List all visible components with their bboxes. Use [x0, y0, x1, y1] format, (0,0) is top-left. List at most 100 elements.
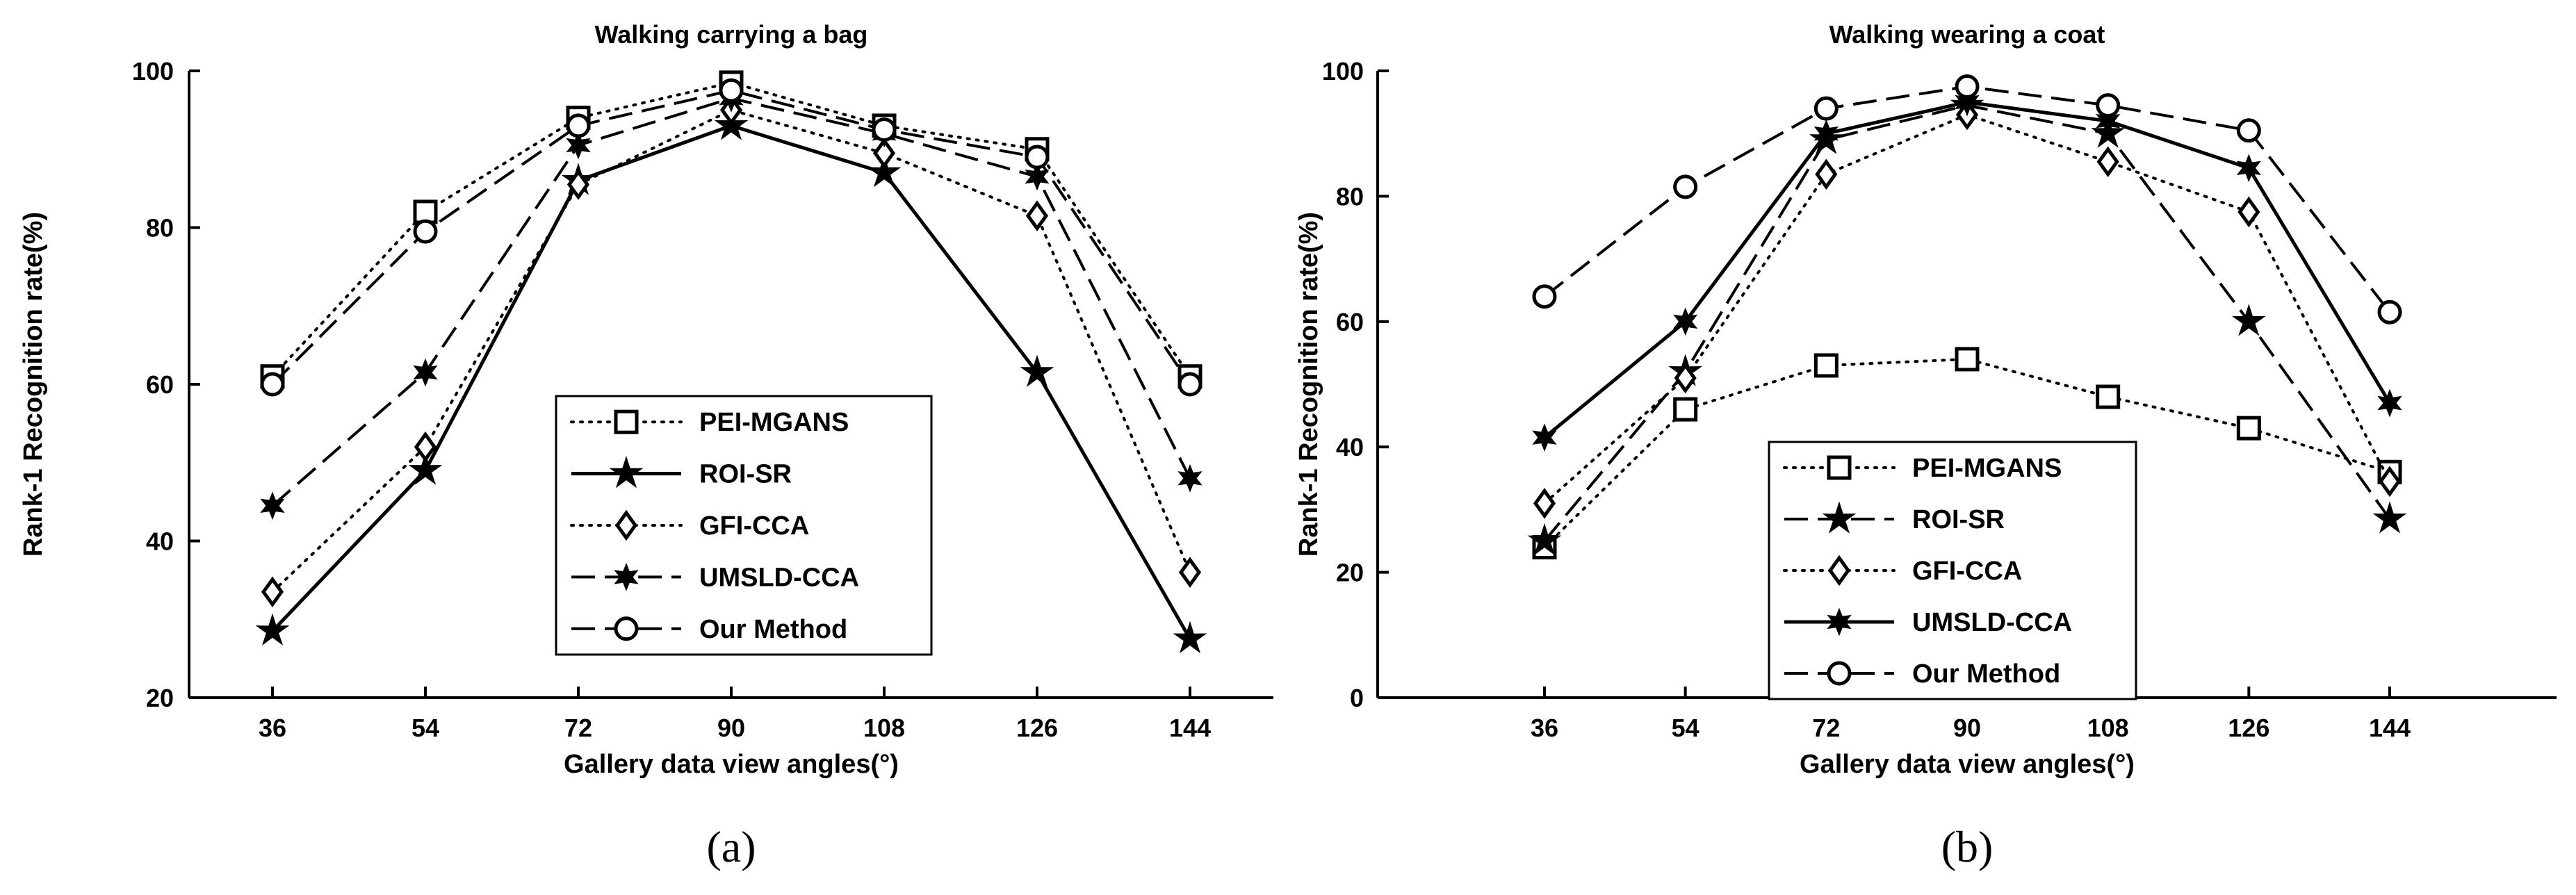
data-point [872, 138, 896, 169]
y-tick-label: 80 [146, 214, 174, 243]
y-tick-label: 0 [1350, 684, 1364, 712]
x-tick-label: 108 [863, 714, 905, 742]
legend-entry: ROI-SR [699, 460, 792, 489]
y-tick-label: 20 [1336, 559, 1364, 587]
data-point [867, 154, 902, 188]
data-point [1674, 362, 1697, 394]
x-tick-label: 54 [1672, 714, 1699, 742]
x-tick-label: 144 [1169, 714, 1211, 742]
data-point [1025, 145, 1050, 170]
panel-label: (b) [1941, 822, 1994, 871]
series-roi-sr [255, 108, 1207, 654]
legend-marker [1827, 661, 1852, 686]
data-point [2378, 466, 2402, 498]
x-tick-label: 144 [2369, 714, 2411, 742]
legend: PEI-MGANS ROI-SR GFI-CCA UMSLD-CCA Our Metho… [555, 395, 933, 656]
data-point [1532, 423, 1557, 452]
legend-marker [1827, 607, 1852, 637]
x-tick-label: 36 [1531, 714, 1558, 742]
data-point [1955, 74, 1980, 99]
data-point [1173, 621, 1207, 654]
series-umsld-cca [1532, 88, 2402, 452]
data-point [2096, 93, 2121, 118]
data-point [2096, 384, 2121, 409]
legend-marker [614, 409, 639, 434]
data-point [413, 199, 438, 224]
data-point [1533, 488, 1556, 519]
data-point [2096, 106, 2121, 136]
legend-entry: PEI-MGANS [699, 408, 849, 437]
y-tick-label: 60 [1336, 308, 1364, 336]
data-point [566, 169, 590, 200]
data-point [1673, 397, 1698, 422]
data-point [1673, 307, 1698, 336]
data-point [413, 358, 438, 387]
data-point [255, 613, 290, 646]
legend-entry: UMSLD-CCA [699, 563, 859, 592]
data-point [719, 78, 744, 103]
x-tick-label: 72 [1812, 714, 1840, 742]
data-point [413, 219, 438, 244]
y-tick-label: 100 [1322, 57, 1364, 85]
data-point [2377, 388, 2402, 418]
legend-marker [1822, 501, 1857, 534]
x-tick-label: 108 [2087, 714, 2129, 742]
panel-label: (a) [706, 822, 756, 871]
x-tick-label: 126 [2228, 714, 2269, 742]
legend-entry: Our Method [699, 615, 847, 644]
x-tick-label: 72 [564, 714, 592, 742]
series-line [1543, 100, 2392, 439]
y-axis-label: Rank-1 Recognition rate(%) [19, 212, 48, 557]
legend-entry: Our Method [1912, 659, 2060, 689]
data-point [2377, 299, 2402, 325]
legend-entry: GFI-CCA [699, 511, 809, 541]
y-tick-label: 80 [1336, 182, 1364, 211]
chart-panel-a: 20 40 60 80 100 36 54 72 90 108 126 144 Walking carr… [19, 20, 1273, 871]
data-point [2237, 196, 2260, 228]
legend-entry: UMSLD-CCA [1912, 608, 2072, 637]
legend-entry: GFI-CCA [1912, 557, 2022, 586]
legend-marker [1827, 455, 1852, 480]
series-gfi-cca [261, 95, 1202, 608]
x-tick-label: 36 [259, 714, 286, 742]
y-tick-label: 60 [146, 370, 174, 399]
legend-marker [1827, 555, 1851, 586]
data-point [1177, 372, 1203, 397]
data-point [261, 576, 284, 608]
legend-marker [614, 509, 638, 541]
data-point [414, 431, 437, 463]
data-point [408, 452, 443, 485]
data-point [1955, 88, 1980, 117]
x-tick-label: 90 [717, 714, 745, 742]
x-tick-label: 54 [411, 714, 439, 742]
y-tick-label: 100 [132, 57, 174, 85]
legend: PEI-MGANS ROI-SR GFI-CCA UMSLD-CCA Our Metho… [1768, 441, 2137, 700]
data-point [1178, 557, 1202, 588]
legend-entry: PEI-MGANS [1912, 454, 2062, 483]
data-point [1955, 347, 1980, 372]
data-point [1815, 158, 1838, 190]
data-point [1813, 353, 1839, 378]
series-line [271, 89, 1191, 386]
data-point [260, 372, 285, 397]
chart-title: Walking wearing a coat [1829, 20, 2105, 49]
data-point [1020, 354, 1054, 387]
series-our-method [260, 78, 1203, 397]
legend-entry: ROI-SR [1912, 505, 2005, 534]
x-tick-label: 90 [1953, 714, 1981, 742]
data-point [2236, 154, 2261, 183]
data-point [1532, 284, 1557, 309]
data-point [2372, 501, 2407, 534]
legend-marker [609, 455, 644, 488]
y-tick-label: 20 [146, 684, 174, 712]
chart-panel-b: 0 20 40 60 80 100 36 54 72 90 108 126 144 Walking wea… [1294, 20, 2557, 871]
data-point [1025, 162, 1050, 191]
data-point [2236, 416, 2261, 441]
data-point [566, 131, 591, 160]
data-point [566, 113, 591, 138]
data-point [1673, 174, 1698, 199]
data-point [2096, 146, 2119, 178]
x-axis-label: Gallery data view angles(°) [564, 750, 899, 779]
